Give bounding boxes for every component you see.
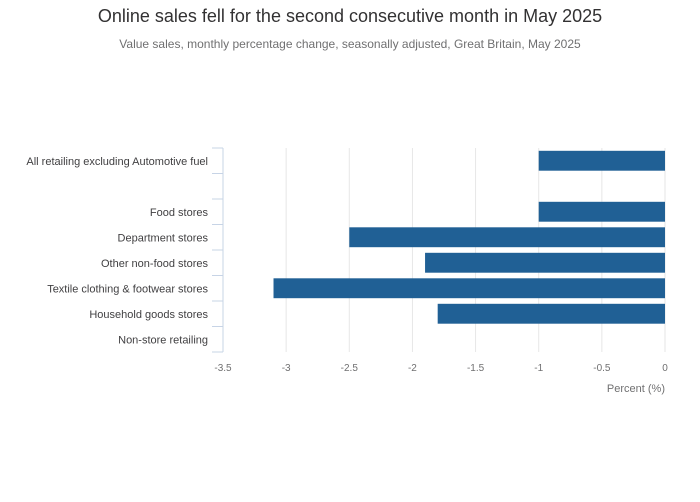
bar xyxy=(425,252,665,273)
y-category-label: Department stores xyxy=(118,232,209,244)
x-tick-label: -2 xyxy=(408,363,417,374)
y-category-label: Other non-food stores xyxy=(101,258,209,270)
y-axis xyxy=(212,147,224,353)
bar xyxy=(437,303,665,324)
y-category-label: Textile clothing & footwear stores xyxy=(47,283,208,295)
x-tick-label: -0.5 xyxy=(593,363,611,374)
chart-subtitle: Value sales, monthly percentage change, … xyxy=(119,37,581,51)
bar xyxy=(349,227,665,248)
x-tick-label: -1 xyxy=(534,363,543,374)
y-category-label: Household goods stores xyxy=(89,309,208,321)
x-tick-label: -3 xyxy=(282,363,291,374)
x-tick-label: -1.5 xyxy=(467,363,485,374)
x-tick-label: -2.5 xyxy=(341,363,359,374)
x-axis-title: Percent (%) xyxy=(607,383,665,395)
x-tick-label: -3.5 xyxy=(214,363,232,374)
bar xyxy=(538,201,665,222)
chart-title: Online sales fell for the second consecu… xyxy=(97,6,603,26)
y-category-label: Non-store retailing xyxy=(118,334,208,346)
x-axis-ticks: -3.5 -3 -2.5 -2 -1.5 -1 -0.5 0 xyxy=(214,363,668,374)
y-axis-labels: All retailing excluding Automotive fuel F… xyxy=(26,156,208,347)
bar xyxy=(538,150,665,171)
bar xyxy=(273,278,665,299)
x-tick-label: 0 xyxy=(662,363,668,374)
bars xyxy=(273,150,665,324)
y-category-label: All retailing excluding Automotive fuel xyxy=(26,156,208,168)
y-category-label: Food stores xyxy=(150,207,209,219)
